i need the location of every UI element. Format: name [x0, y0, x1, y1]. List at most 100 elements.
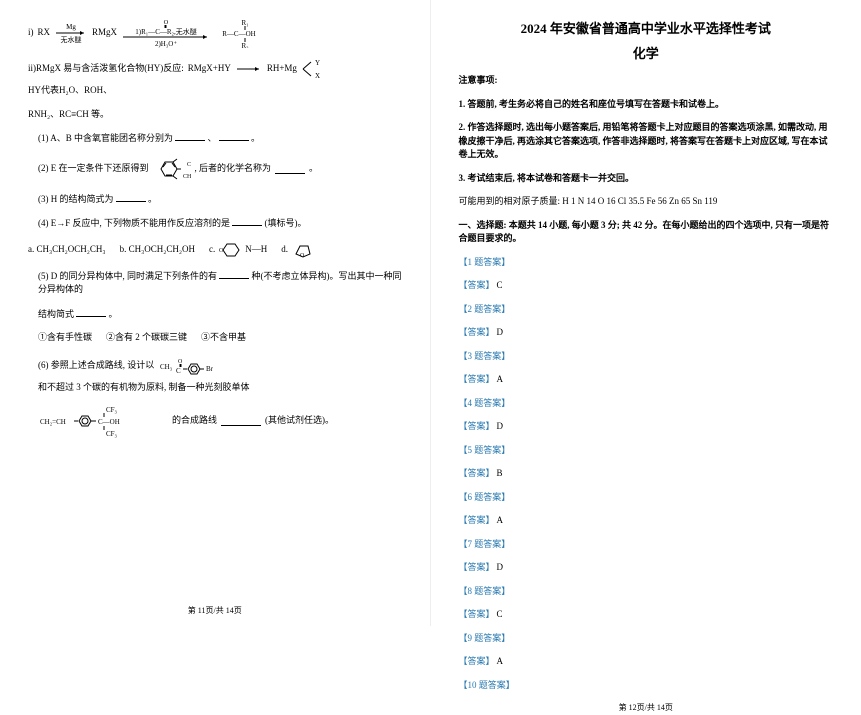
svg-text:O: O: [219, 248, 224, 254]
answer-a: 【答案】D: [459, 561, 834, 575]
answer-a: 【答案】A: [459, 514, 834, 528]
svg-text:R₂: R₂: [241, 42, 249, 48]
q4-tail: (填标号)。: [265, 218, 307, 228]
exam-title: 2024 年安徽省普通高中学业水平选择性考试: [459, 18, 834, 37]
opt-c: c. O N—H: [209, 241, 267, 259]
left-content: i) RX Mg 无水醚 RMgX O 1)R₁—C—R₂,无水醚 2)H₃O⁺…: [28, 18, 402, 605]
answer-a: 【答案】D: [459, 420, 834, 434]
svg-text:CH₃: CH₃: [187, 162, 191, 168]
opt-c-post: N—H: [245, 243, 267, 257]
arrow-icon: Mg 无水醚: [54, 21, 88, 45]
branch-icon: Y X: [301, 58, 321, 80]
cond3: ③不含甲基: [201, 331, 246, 345]
answer-q: 【10 题答案】: [459, 679, 834, 693]
q2-tail: , 后者的化学名称为: [195, 162, 272, 176]
footer-right: 第 12页/共 14页: [459, 702, 834, 715]
answer-a: 【答案】A: [459, 655, 834, 669]
svg-text:Mg: Mg: [66, 23, 76, 31]
q1-text: (1) A、B 中含氧官能团名称分别为: [38, 133, 173, 143]
notice-2: 2. 作答选择题时, 选出每小题答案后, 用铅笔将答题卡上对应题目的答案选项涂黑…: [459, 121, 834, 162]
q6-mid: 和不超过 3 个碳的有机物为原料, 制备一种光刻胶单体: [38, 381, 250, 395]
q1: (1) A、B 中含氧官能团名称分别为 、 。: [38, 131, 402, 146]
svg-text:Y: Y: [315, 59, 320, 67]
page-right: 2024 年安徽省普通高中学业水平选择性考试 化学 注意事项: 1. 答题前, …: [431, 0, 861, 626]
cond2: ②含有 2 个碳碳三键: [106, 331, 187, 345]
svg-text:CH₃: CH₃: [160, 363, 173, 371]
q1-tail: 、: [208, 133, 217, 143]
blank: [175, 131, 205, 141]
svg-text:C—OH: C—OH: [98, 418, 120, 426]
q6: (6) 参照上述合成路线, 设计以 CH₃ O C Br 和不超过 3 个碳的有…: [38, 355, 402, 395]
i-prefix: i): [28, 26, 34, 40]
svg-text:Br: Br: [206, 365, 214, 373]
ii-text: ii)RMgX 易与含活泼氢化合物(HY)反应:: [28, 62, 184, 76]
q6-text: (6) 参照上述合成路线, 设计以: [38, 359, 154, 373]
blank: [219, 131, 249, 141]
q5b: 结构简式 。: [38, 307, 402, 322]
footer-left: 第 11页/共 14页: [28, 605, 402, 618]
opt-b: b. CH₃OCH₂CH₂OH: [120, 243, 195, 257]
svg-text:无水醚: 无水醚: [61, 35, 82, 44]
q1-end: 。: [251, 133, 260, 143]
blank: [219, 269, 249, 279]
q4-options: a. CH₃CH₂OCH₂CH₃ b. CH₃OCH₂CH₂OH c. O N—…: [28, 241, 402, 259]
opt-d: d. O: [281, 242, 312, 258]
svg-text:CH₃: CH₃: [183, 174, 191, 180]
q5-tail: 结构简式: [38, 309, 74, 319]
answer-q: 【2 题答案】: [459, 303, 834, 317]
answer-q: 【7 题答案】: [459, 538, 834, 552]
svg-text:X: X: [315, 72, 320, 80]
q6-end: (其他试剂任选)。: [265, 414, 334, 428]
i-rmgx: RMgX: [92, 26, 117, 40]
answer-a: 【答案】C: [459, 608, 834, 622]
notice-3: 3. 考试结束后, 将本试卷和答题卡一并交回。: [459, 172, 834, 186]
ii-eq-l: RMgX+HY: [188, 62, 231, 76]
answer-q: 【3 题答案】: [459, 350, 834, 364]
monomer-icon: CH₂=CH CF₃ C—OH CF₃: [38, 404, 168, 438]
exam-subject: 化学: [459, 43, 834, 62]
reagent-icon: CH₃ O C Br: [158, 355, 216, 377]
svg-text:1)R₁—C—R₂,无水醚: 1)R₁—C—R₂,无水醚: [135, 27, 196, 36]
blank: [221, 416, 261, 426]
benzene-icon: CH₃ CH₃: [153, 156, 191, 182]
right-content: 2024 年安徽省普通高中学业水平选择性考试 化学 注意事项: 1. 答题前, …: [459, 18, 834, 702]
answer-a: 【答案】C: [459, 279, 834, 293]
q5: (5) D 的同分异构体中, 同时满足下列条件的有 种(不考虑立体异构)。写出其…: [38, 269, 402, 297]
answer-a: 【答案】D: [459, 326, 834, 340]
svg-text:CF₃: CF₃: [106, 406, 118, 414]
ii-eq-r: RH+Mg: [267, 62, 297, 76]
svg-text:R₁: R₁: [241, 19, 248, 27]
blank: [116, 192, 146, 202]
answer-q: 【1 题答案】: [459, 256, 834, 270]
answer-q: 【4 题答案】: [459, 397, 834, 411]
svg-text:CF₃: CF₃: [106, 430, 118, 438]
q2-text: (2) E 在一定条件下还原得到: [38, 162, 149, 176]
blank: [275, 164, 305, 174]
blank: [232, 216, 262, 226]
i-rx: RX: [38, 26, 51, 40]
answers-list: 【1 题答案】【答案】C 【2 题答案】【答案】D 【3 题答案】【答案】A 【4 题…: [459, 256, 834, 693]
svg-text:2)H₃O⁺: 2)H₃O⁺: [155, 40, 177, 48]
opt-d-pre: d.: [281, 243, 288, 257]
q3-text: (3) H 的结构简式为: [38, 194, 114, 204]
atomic-masses: 可能用到的相对原子质量: H 1 N 14 O 16 Cl 35.5 Fe 56…: [459, 195, 834, 209]
thf-icon: O: [292, 242, 312, 258]
answer-q: 【8 题答案】: [459, 585, 834, 599]
opt-c-pre: c.: [209, 243, 215, 257]
morpholine-icon: O: [219, 241, 241, 259]
answer-q: 【9 题答案】: [459, 632, 834, 646]
q6-product: CH₂=CH CF₃ C—OH CF₃ 的合成路线 (其他试剂任选)。: [38, 404, 402, 438]
answer-a: 【答案】A: [459, 373, 834, 387]
answer-q: 【6 题答案】: [459, 491, 834, 505]
q6-tail: 的合成路线: [172, 414, 217, 428]
svg-text:R—C—OH: R—C—OH: [222, 30, 255, 38]
notice-1: 1. 答题前, 考生务必将自己的姓名和座位号填写在答题卡和试卷上。: [459, 98, 834, 112]
svg-text:O: O: [164, 19, 169, 26]
q5-text: (5) D 的同分异构体中, 同时满足下列条件的有: [38, 271, 217, 281]
answer-q: 【5 题答案】: [459, 444, 834, 458]
notice-heading: 注意事项:: [459, 74, 834, 88]
reaction-i: i) RX Mg 无水醚 RMgX O 1)R₁—C—R₂,无水醚 2)H₃O⁺…: [28, 18, 402, 48]
arrow-icon: [235, 64, 263, 74]
product-structure: R₁ R—C—OH R₂: [215, 18, 263, 48]
opt-a: a. CH₃CH₂OCH₂CH₃: [28, 243, 106, 257]
